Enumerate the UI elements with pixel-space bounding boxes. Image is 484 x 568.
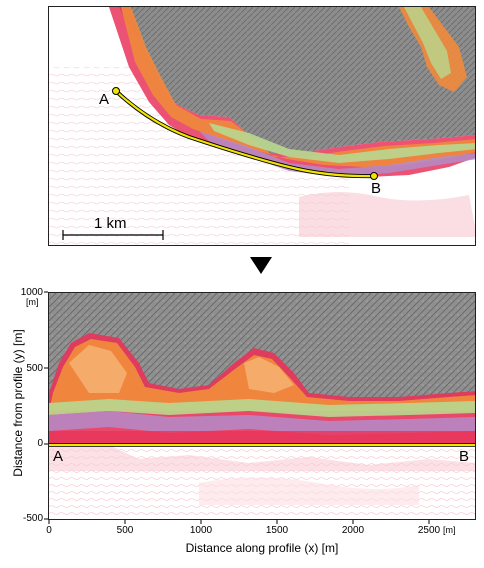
y-axis-unit: [m] — [26, 297, 39, 307]
top-map-image — [49, 7, 475, 245]
y-axis-label: Distance from profile (y) [m] — [11, 329, 25, 477]
point-b-marker — [370, 172, 378, 180]
x-tick-marks — [48, 520, 430, 524]
x-tick-2500: 2500 — [417, 525, 441, 536]
y-tick-minus-500: -500 — [22, 513, 43, 524]
y-tick-500: 500 — [26, 363, 43, 374]
y-tick-0: 0 — [37, 438, 43, 449]
x-tick-2000: 2000 — [341, 525, 365, 536]
x-tick-1500: 1500 — [265, 525, 289, 536]
down-triangle-icon — [250, 257, 272, 274]
x-tick-500: 500 — [116, 525, 134, 536]
bottom-map-image — [49, 293, 475, 519]
x-axis-label: Distance along profile (x) [m] — [185, 541, 339, 555]
bottom-point-b-label: B — [459, 448, 470, 465]
x-tick-1000: 1000 — [189, 525, 213, 536]
bottom-map-panel: A B — [48, 292, 476, 520]
x-tick-0: 0 — [46, 525, 52, 536]
top-point-a-label: A — [99, 91, 110, 108]
point-a-marker — [112, 87, 120, 95]
bottom-point-a-label: A — [53, 448, 64, 465]
top-point-b-label: B — [371, 180, 382, 197]
scale-bar — [62, 230, 164, 240]
scale-bar-label: 1 km — [94, 215, 127, 232]
y-tick-1000: 1000 — [20, 287, 43, 298]
y-tick-marks — [44, 291, 48, 520]
x-axis-unit: [m] — [443, 525, 456, 535]
top-map-panel: A B 1 km — [48, 6, 476, 246]
